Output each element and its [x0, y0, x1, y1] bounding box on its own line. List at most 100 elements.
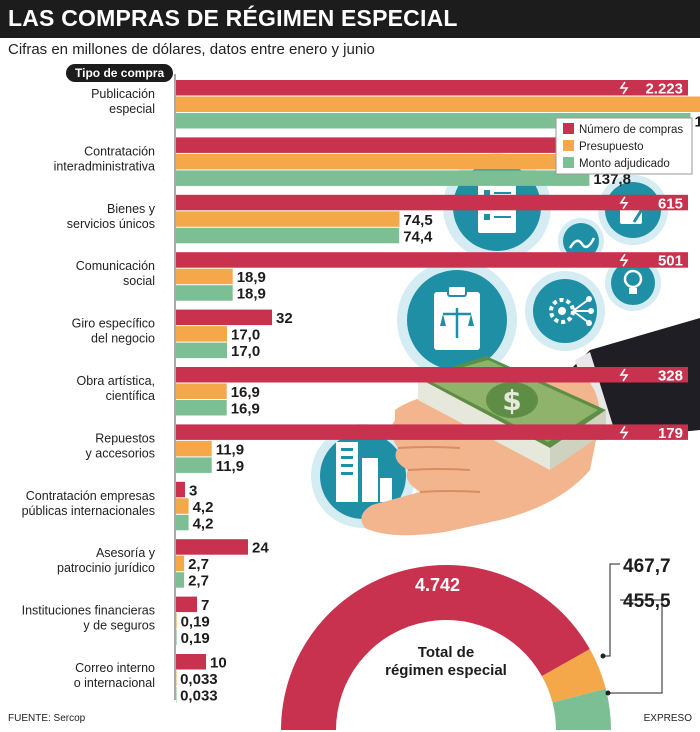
total-title-line: Total de	[418, 644, 474, 661]
value-label: 24	[252, 540, 269, 557]
bar-monto	[176, 514, 189, 531]
donut-segment-monto	[552, 688, 611, 730]
bar-numero	[176, 252, 688, 268]
category-label: Giro específico del negocio	[72, 317, 155, 346]
category-label: Repuestos y accesorios	[86, 431, 155, 460]
category-label-line: Correo interno	[75, 661, 155, 675]
bar-monto	[176, 457, 212, 473]
axis-break-mark	[619, 368, 629, 382]
bar-presupuesto	[176, 326, 227, 342]
value-label: 0,033	[180, 688, 218, 705]
legend-label: Número de compras	[579, 124, 683, 136]
category-label-line: patrocinio jurídico	[57, 561, 155, 575]
axis-break-mark	[619, 253, 629, 267]
bar-numero	[176, 424, 688, 440]
chart-title: LAS COMPRAS DE RÉGIMEN ESPECIAL	[8, 5, 458, 31]
category-label-line: servicios únicos	[67, 217, 155, 231]
total-title: Total de régimen especial	[385, 644, 507, 679]
axis-break-mark	[619, 425, 629, 439]
category-label-line: Asesoría y	[96, 546, 156, 560]
bar-presupuesto	[176, 440, 212, 457]
footer-source: FUENTE: Sercop	[8, 713, 86, 724]
bar-numero	[176, 80, 688, 96]
bar-monto	[176, 687, 177, 703]
total-monto-label: 455,5	[623, 591, 671, 612]
category-label-line: y de seguros	[83, 619, 155, 633]
value-label: 7	[201, 597, 209, 614]
value-label: 18,9	[237, 269, 266, 286]
bar-presupuesto	[176, 153, 590, 170]
bar-monto	[176, 400, 227, 416]
svg-text:$: $	[502, 384, 521, 417]
value-label: 0,033	[180, 671, 218, 688]
category-label: Obra artística, científica	[77, 374, 156, 403]
category-label: Asesoría y patrocinio jurídico	[57, 546, 156, 575]
value-label: 179	[658, 425, 683, 442]
category-label: Bienes y servicios únicos	[67, 202, 156, 231]
total-presupuesto-label: 467,7	[623, 556, 671, 577]
legend-label: Monto adjudicado	[579, 158, 670, 170]
category-label-line: científica	[106, 389, 155, 403]
category-label-line: social	[123, 274, 155, 288]
axis-break-mark	[619, 196, 629, 210]
footer-brand: EXPRESO	[643, 713, 692, 724]
value-label: 16,9	[231, 384, 260, 401]
bars-layer: Publicaciónespecial2.223183,3171,5Contra…	[22, 74, 700, 705]
bar-presupuesto	[176, 211, 400, 227]
bar-presupuesto	[176, 498, 189, 514]
total-title-line: régimen especial	[385, 662, 507, 679]
bar-numero	[176, 194, 688, 211]
category-label-line: y accesorios	[86, 446, 155, 460]
value-label: 17,0	[231, 327, 260, 344]
axis-break-mark	[619, 81, 629, 95]
legend-label: Presupuesto	[579, 141, 644, 153]
bar-numero	[176, 481, 185, 498]
value-label: 3	[189, 482, 197, 499]
value-label: 32	[276, 310, 293, 327]
value-label: 501	[658, 253, 683, 270]
value-label: 10	[210, 655, 227, 672]
bar-monto	[176, 572, 185, 588]
value-label: 137,8	[593, 171, 631, 188]
category-label-line: interadministrativa	[54, 159, 155, 173]
bar-presupuesto	[176, 268, 233, 285]
category-label-line: Instituciones financieras	[22, 604, 155, 618]
bar-monto	[176, 227, 400, 244]
value-label: 74,5	[404, 212, 433, 229]
category-label-line: Contratación empresas	[26, 489, 155, 503]
title-bar: LAS COMPRAS DE RÉGIMEN ESPECIAL	[0, 0, 700, 38]
value-label: 0,19	[181, 614, 210, 631]
legend-box	[555, 117, 693, 175]
donut-segment-presupuesto	[541, 649, 606, 703]
value-label: 17,0	[231, 343, 260, 360]
value-label: 2,7	[188, 556, 209, 573]
lightbulb-icon	[605, 255, 661, 311]
category-label-line: del negocio	[91, 332, 155, 346]
value-label: 0,19	[181, 630, 210, 647]
category-label-line: públicas internacionales	[22, 504, 155, 518]
value-label: 16,9	[231, 401, 260, 418]
value-label: 2,7	[188, 573, 209, 590]
bar-numero	[176, 596, 197, 613]
value-label: 11,9	[216, 458, 244, 475]
value-label: 18,9	[237, 286, 266, 303]
bar-monto	[176, 170, 590, 186]
category-label: Publicación especial	[91, 87, 155, 116]
bar-presupuesto	[176, 383, 227, 399]
legal-clipboard-icon	[397, 260, 517, 380]
leader-line	[608, 599, 663, 694]
chart-subtitle: Cifras en millones de dólares, datos ent…	[8, 41, 375, 58]
bar-numero	[176, 309, 272, 326]
bar-monto	[176, 285, 233, 301]
category-label-line: Giro específico	[72, 317, 155, 331]
category-label-line: Comunicación	[76, 259, 155, 273]
legend-swatch	[563, 123, 574, 134]
bar-presupuesto	[176, 96, 700, 112]
value-label: 4,2	[193, 515, 214, 532]
totals-donut: 4.742 Total de régimen especial 467,7 455,5	[281, 556, 671, 730]
category-label: Comunicación social	[76, 259, 155, 288]
gear-network-icon	[525, 271, 605, 351]
value-label: 4,2	[193, 499, 214, 516]
value-label: 615	[658, 195, 683, 212]
